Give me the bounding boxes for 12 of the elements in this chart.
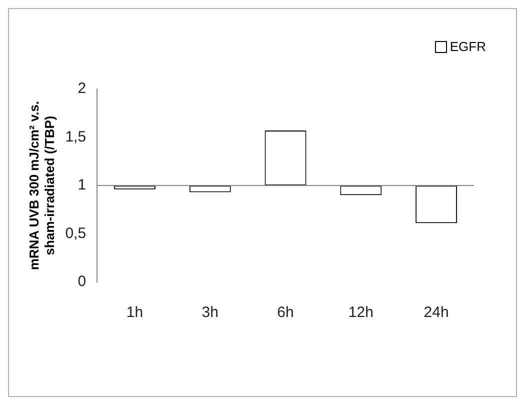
y-tick-label: 2 <box>78 80 86 98</box>
y-tick-label: 0 <box>78 273 86 290</box>
x-tick-label: 12h <box>348 304 374 322</box>
y-tick-label: 1,5 <box>65 128 86 146</box>
x-tick-label: 1h <box>126 304 144 322</box>
y-tick-label: 1 <box>78 176 86 194</box>
y-axis-title: mRNA UVB 300 mJ/cm² v.s. sham-irradiated (/TBP) <box>26 100 57 270</box>
x-tick-label: 3h <box>202 304 218 322</box>
text: EGFR <box>450 39 486 54</box>
x-tick-label: 6h <box>277 304 294 322</box>
x-tick-label: 24h <box>424 304 449 322</box>
y-tick-label: 0,5 <box>65 224 86 242</box>
